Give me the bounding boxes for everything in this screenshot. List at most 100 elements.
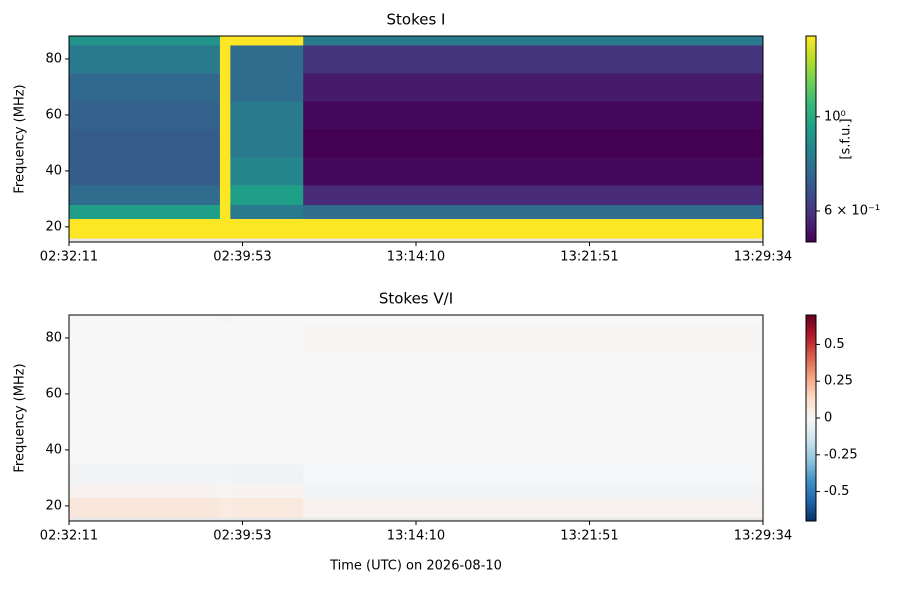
colorbar-segment	[806, 159, 816, 163]
colorbar-segment	[806, 87, 816, 91]
colorbar-segment	[806, 187, 816, 191]
colorbar-segment	[806, 487, 816, 491]
heatmap-cell	[219, 44, 231, 74]
colorbar-segment	[806, 208, 816, 212]
colorbar-segment	[806, 518, 816, 522]
heatmap-cell	[303, 204, 764, 219]
heatmap-cell	[69, 100, 221, 130]
colorbar-segment	[806, 169, 816, 173]
x-tick-label: 13:14:10	[387, 250, 445, 265]
colorbar-segment	[806, 407, 816, 411]
heatmap-cell	[230, 435, 304, 465]
colorbar-segment	[806, 211, 816, 215]
colorbar-segment	[806, 497, 816, 501]
heatmap-cell	[230, 156, 304, 186]
colorbar-segment	[806, 500, 816, 504]
heatmap-cell	[219, 463, 231, 484]
colorbar-segment	[806, 72, 816, 76]
colorbar-segment	[806, 477, 816, 481]
heatmap-cell	[219, 204, 231, 219]
colorbar-segment	[806, 200, 816, 204]
heatmap-cell	[69, 435, 221, 465]
heatmap-cell	[303, 36, 764, 46]
heatmap-cell	[230, 351, 304, 381]
colorbar-segment	[806, 108, 816, 112]
y-tick-label: 80	[45, 51, 62, 66]
heatmap-cell	[69, 204, 221, 219]
colorbar-segment	[806, 387, 816, 391]
colorbar-segment	[806, 459, 816, 463]
x-tick-label: 02:39:53	[213, 529, 271, 544]
colorbar-frame	[805, 35, 817, 243]
colorbar-segment	[806, 151, 816, 155]
colorbar-segment	[806, 102, 816, 107]
colorbar-segment	[806, 223, 816, 228]
heatmap-cell	[230, 204, 304, 219]
colorbar-segment	[806, 472, 816, 476]
colorbar-segment	[806, 154, 816, 158]
colorbar-segment	[806, 231, 816, 235]
colorbar-segment	[806, 430, 816, 434]
colorbar-segment	[806, 338, 816, 342]
heatmap-cell	[303, 128, 764, 158]
colorbar-segment	[806, 335, 816, 339]
colorbar-segment	[806, 461, 816, 465]
heatmap-cell	[69, 323, 221, 353]
heatmap-cell	[219, 323, 231, 353]
colorbar-segment	[806, 66, 816, 70]
heatmap-cell	[230, 497, 304, 518]
colorbar-segment	[806, 474, 816, 478]
colorbar-segment	[806, 392, 816, 396]
colorbar-segment	[806, 510, 816, 514]
x-tick-label: 02:39:53	[213, 250, 271, 265]
heatmap-cell	[230, 407, 304, 437]
colorbar-segment	[806, 59, 816, 63]
colorbar-segment	[806, 333, 816, 337]
heatmap-cell	[69, 407, 221, 437]
heatmap-cell	[303, 435, 764, 465]
colorbar-segment	[806, 177, 816, 181]
colorbar-segment	[806, 402, 816, 406]
colorbar-segment	[806, 164, 816, 168]
colorbar-segment	[806, 198, 816, 202]
heatmap-cell	[303, 407, 764, 437]
colorbar-segment	[806, 77, 816, 81]
x-tick-label: 13:14:10	[387, 529, 445, 544]
heatmap-cell	[230, 379, 304, 409]
colorbar-segment	[806, 484, 816, 489]
colorbar-segment	[806, 205, 816, 210]
colorbar-segment	[806, 172, 816, 176]
colorbar-segment	[806, 348, 816, 352]
colorbar-segment	[806, 157, 816, 161]
heatmap-cell	[230, 44, 304, 74]
colorbar-segment	[806, 229, 816, 233]
colorbar-segment	[806, 454, 816, 458]
colorbar-segment	[806, 515, 816, 519]
colorbar-segment	[806, 136, 816, 140]
colorbar-segment	[806, 505, 816, 509]
colorbar-segment	[806, 234, 816, 238]
colorbar-tick-label: 0	[824, 411, 832, 426]
x-tick-label: 02:32:11	[40, 250, 98, 265]
heatmap-cell	[230, 36, 304, 46]
x-tick-label: 13:29:34	[734, 250, 792, 265]
colorbar-segment	[806, 479, 816, 483]
colorbar-segment	[806, 100, 816, 104]
colorbar-segment	[806, 180, 816, 184]
colorbar-segment	[806, 56, 816, 60]
colorbar-segment	[806, 366, 816, 370]
colorbar-segment	[806, 185, 816, 189]
colorbar-segment	[806, 353, 816, 357]
colorbar-segment	[806, 508, 816, 512]
heatmap-cell	[303, 483, 764, 498]
colorbar-segment	[806, 376, 816, 380]
colorbar-segment	[806, 126, 816, 130]
heatmap-cell	[303, 218, 764, 239]
colorbar-segment	[806, 149, 816, 153]
colorbar-segment	[806, 389, 816, 393]
colorbar-segment	[806, 113, 816, 117]
x-tick-label: 13:21:51	[560, 529, 618, 544]
heatmap-cell	[69, 315, 221, 325]
colorbar-segment	[806, 213, 816, 217]
colorbar-tick-label: -0.5	[824, 484, 849, 499]
